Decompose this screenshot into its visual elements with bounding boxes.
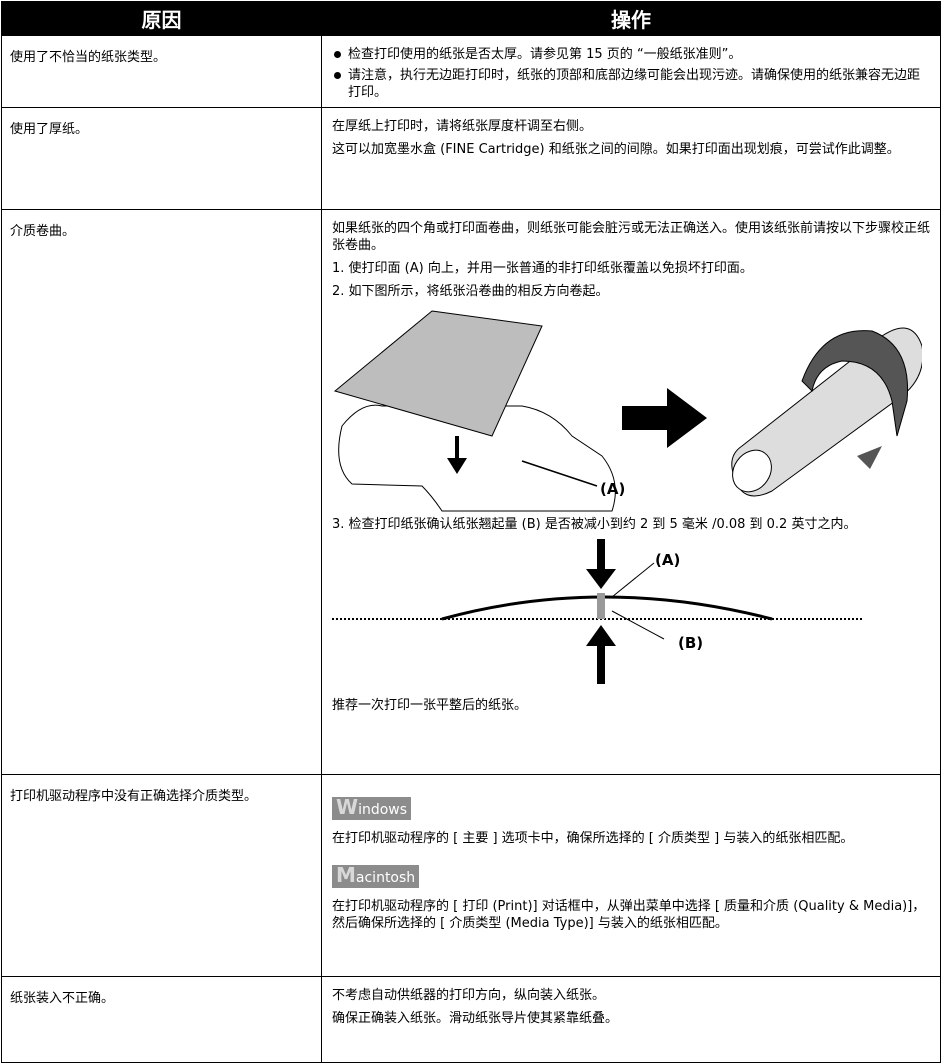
action: 在厚纸上打印时，请将纸张厚度杆调至右侧。 这可以加宽墨水盒 (FINE Cart… (321, 107, 941, 210)
arrow-head (586, 625, 616, 646)
action: 如果纸张的四个角或打印面卷曲，则纸张可能会脏污或无法正确送入。使用该纸张前请按以… (321, 209, 941, 775)
header-row: 原因 操作 (1, 1, 941, 36)
windows-logo: Windows (332, 795, 412, 820)
top-sheet (333, 310, 543, 437)
row: 使用了厚纸。 在厚纸上打印时，请将纸张厚度杆调至右侧。 这可以加宽墨水盒 (FI… (1, 107, 941, 210)
row: 打印机驱动程序中没有正确选择介质类型。 Windows 在打印机驱动程序的 [ … (1, 774, 941, 977)
paragraph: 在打印机驱动程序的 [ 主要 ] 选项卡中，确保所选择的 [ 介质类型 ] 与装… (332, 831, 854, 846)
paragraph: 如果纸张的四个角或打印面卷曲，则纸张可能会脏污或无法正确送入。使用该纸张前请按以… (332, 221, 931, 253)
bullet: 检查打印使用的纸张是否太厚。请参见第 15 页的 “一般纸张准则”。 (334, 46, 930, 63)
action: Windows 在打印机驱动程序的 [ 主要 ] 选项卡中，确保所选择的 [ 介… (321, 774, 941, 977)
paragraph: 不考虑自动供纸器的打印方向，纵向装入纸张。 (332, 988, 606, 1003)
row: 纸张装入不正确。 不考虑自动供纸器的打印方向，纵向装入纸张。 确保正确装入纸张。… (1, 976, 941, 1063)
paragraph: 确保正确装入纸张。滑动纸张导片使其紧靠纸叠。 (332, 1011, 619, 1026)
label: (A) (655, 551, 680, 569)
paragraph: 这可以加宽墨水盒 (FINE Cartridge) 和纸张之间的间隙。如果打印面… (332, 142, 900, 157)
big-arrow (622, 388, 707, 448)
curl-measure-figure: (A) (B) (332, 539, 862, 684)
curve-arrow (801, 330, 909, 437)
paragraph: 推荐一次打印一张平整后的纸张。 (332, 698, 528, 713)
action: 检查打印使用的纸张是否太厚。请参见第 15 页的 “一般纸张准则”。 请注意，执… (321, 35, 941, 108)
gap (597, 593, 605, 619)
mac-logo: Macintosh (332, 863, 420, 888)
leader (611, 610, 665, 640)
roll-end (732, 449, 772, 493)
leader (521, 460, 598, 487)
curl-figure: (A) (333, 310, 922, 512)
curled-paper (441, 595, 773, 621)
label: (B) (678, 634, 703, 652)
cause: 使用了不恰当的纸张类型。 (1, 35, 322, 108)
row: 使用了不恰当的纸张类型。 检查打印使用的纸张是否太厚。请参见第 15 页的 “一… (1, 35, 941, 108)
arrow-head (586, 569, 616, 589)
cause: 介质卷曲。 (1, 209, 322, 775)
curled-sheet (338, 404, 616, 512)
arrow (597, 644, 605, 684)
header-cell: 原因 (1, 1, 322, 36)
cause: 使用了厚纸。 (1, 107, 322, 210)
paragraph: 2. 如下图所示，将纸张沿卷曲的相反方向卷起。 (332, 284, 609, 299)
action: 不考虑自动供纸器的打印方向，纵向装入纸张。 确保正确装入纸张。滑动纸张导片使其紧… (321, 976, 941, 1063)
arrow-head (447, 458, 467, 474)
cause: 打印机驱动程序中没有正确选择介质类型。 (1, 774, 322, 977)
cause: 纸张装入不正确。 (1, 976, 322, 1063)
label: (A) (600, 480, 625, 498)
paragraph: 1. 使打印面 (A) 向上，并用一张普通的非打印纸张覆盖以免损坏打印面。 (332, 261, 753, 276)
curve-arrow-head (857, 446, 882, 469)
paragraph: 在厚纸上打印时，请将纸张厚度杆调至右侧。 (332, 119, 593, 134)
row: 介质卷曲。 如果纸张的四个角或打印面卷曲，则纸张可能会脏污或无法正确送入。使用该… (1, 209, 941, 775)
bullet: 请注意，执行无边距打印时，纸张的顶部和底部边缘可能会出现污迹。请确保使用的纸张兼… (334, 67, 930, 101)
arrow (597, 539, 605, 571)
paragraph: 在打印机驱动程序的 [ 打印 (Print)] 对话框中，从弹出菜单中选择 [ … (332, 899, 926, 931)
leader (611, 562, 655, 598)
header-cell: 操作 (321, 1, 941, 36)
paragraph: 3. 检查打印纸张确认纸张翘起量 (B) 是否被减小到约 2 到 5 毫米 /0… (332, 517, 857, 532)
